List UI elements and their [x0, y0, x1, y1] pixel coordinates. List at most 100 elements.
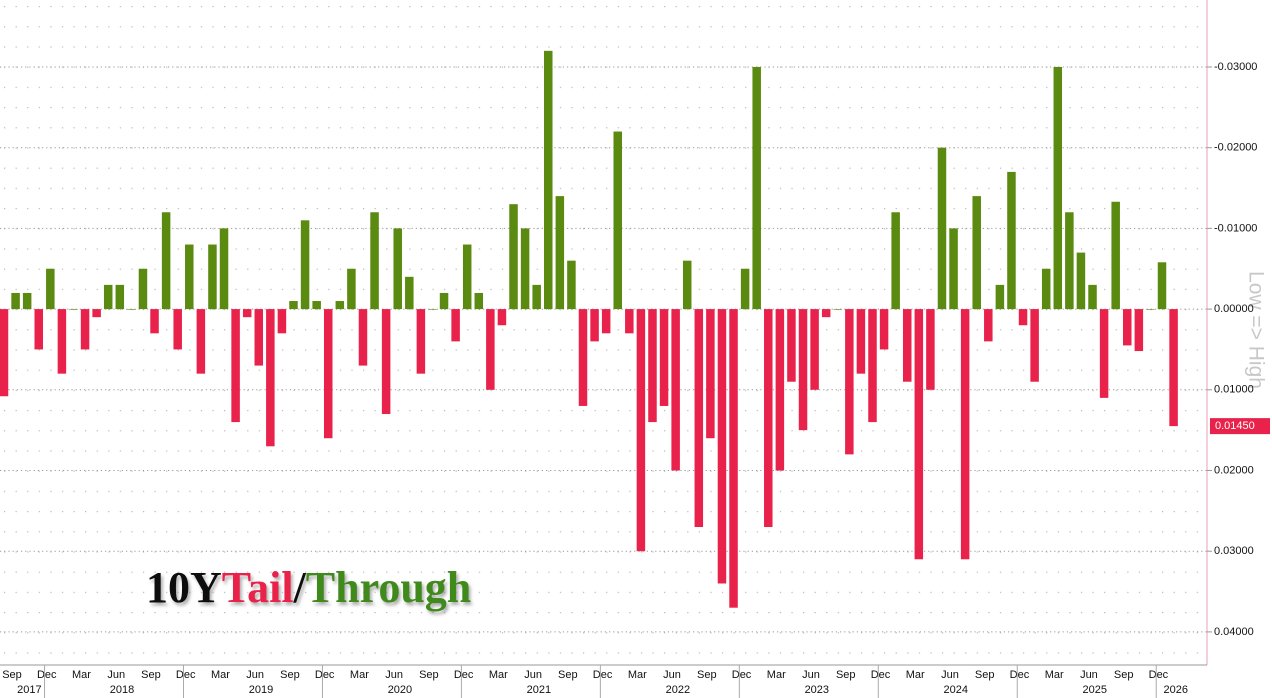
bar: [648, 309, 657, 423]
bar: [1007, 171, 1016, 310]
x-tick-label: Dec: [1010, 669, 1030, 681]
x-tick-label: Mar: [628, 669, 647, 681]
bar: [254, 309, 264, 366]
bar: [1088, 284, 1097, 310]
bar: [926, 309, 935, 390]
bar: [671, 309, 680, 471]
x-tick-label: Dec: [176, 669, 196, 681]
y-tick-label: -0.03000: [1214, 61, 1257, 73]
bar: [34, 309, 43, 350]
bar: [937, 147, 947, 310]
bar: [555, 196, 565, 310]
x-tick-label: Sep: [558, 669, 578, 681]
bar: [1030, 309, 1039, 382]
x-tick-label: Dec: [454, 669, 474, 681]
bar: [740, 268, 750, 310]
bar: [451, 309, 460, 342]
x-tick-label: Sep: [141, 669, 161, 681]
bar: [1018, 309, 1028, 326]
bar: [0, 309, 9, 397]
x-tick-label: Sep: [697, 669, 717, 681]
x-tick-label: Dec: [315, 669, 335, 681]
bar: [242, 309, 252, 318]
bar: [787, 309, 796, 382]
bar: [497, 309, 507, 326]
bar: [161, 212, 171, 310]
bar: [1134, 309, 1144, 352]
bar: [717, 309, 727, 584]
bar: [960, 309, 970, 560]
bar: [856, 309, 866, 374]
bar: [532, 284, 541, 310]
x-tick-label: Jun: [1080, 669, 1098, 681]
x-tick-label: Sep: [975, 669, 995, 681]
last-value-label: 0.01450: [1215, 420, 1255, 432]
y-axis-label: Low => High: [1244, 271, 1267, 389]
bar: [196, 309, 206, 374]
bar: [590, 309, 599, 342]
x-tick-label: Jun: [941, 669, 959, 681]
x-tick-label: Dec: [593, 669, 613, 681]
x-year-label: 2024: [944, 684, 968, 696]
bar: [347, 268, 356, 310]
bar: [729, 309, 738, 608]
bar: [486, 309, 495, 390]
x-year-label: 2025: [1082, 684, 1106, 696]
bar: [1076, 252, 1086, 310]
bar: [972, 196, 981, 310]
bar: [428, 309, 437, 310]
bar: [752, 66, 761, 310]
bar: [474, 292, 484, 310]
bar: [520, 228, 530, 310]
bar: [416, 309, 426, 374]
bar: [682, 260, 692, 310]
bar: [613, 131, 622, 310]
x-year-label: 2021: [527, 684, 551, 696]
x-year-label: 2026: [1164, 684, 1188, 696]
chart-title: 10YTail/Through: [146, 563, 471, 612]
bar: [312, 301, 321, 310]
bar: [277, 309, 287, 334]
bar: [127, 309, 136, 310]
x-tick-label: Sep: [280, 669, 300, 681]
x-tick-label: Jun: [107, 669, 125, 681]
y-tick-label: 0.01000: [1214, 384, 1254, 396]
x-year-label: 2019: [249, 684, 273, 696]
bar: [289, 301, 298, 310]
bar: [358, 309, 368, 366]
bar: [405, 276, 414, 310]
bar: [219, 228, 229, 310]
x-tick-label: Jun: [802, 669, 820, 681]
bar: [578, 309, 588, 406]
bar: [984, 309, 993, 342]
x-tick-label: Sep: [836, 669, 856, 681]
bar: [567, 260, 576, 310]
bar: [1157, 262, 1167, 310]
bar: [208, 244, 217, 310]
bar: [1111, 201, 1120, 310]
title-part: Tail: [222, 563, 294, 612]
bar: [439, 292, 449, 310]
x-year-label: 2022: [666, 684, 690, 696]
bar: [845, 309, 854, 455]
x-tick-label: Mar: [350, 669, 369, 681]
bar: [103, 284, 113, 310]
x-tick-label: Jun: [385, 669, 403, 681]
bar: [1123, 309, 1132, 346]
bar: [659, 309, 669, 406]
x-tick-label: Sep: [1114, 669, 1134, 681]
bar: [1041, 268, 1051, 310]
bar: [69, 309, 78, 310]
y-tick-label: 0.04000: [1214, 626, 1254, 638]
bar: [57, 309, 67, 374]
title-part: /: [293, 563, 307, 612]
x-tick-label: Dec: [732, 669, 752, 681]
bar: [891, 212, 900, 310]
x-tick-label: Mar: [1045, 669, 1064, 681]
y-tick-label: 0.03000: [1214, 545, 1254, 557]
bar: [636, 309, 646, 552]
bar: [300, 220, 310, 310]
x-tick-label: Mar: [211, 669, 230, 681]
bar: [1065, 212, 1074, 310]
title-part: Through: [306, 563, 472, 612]
